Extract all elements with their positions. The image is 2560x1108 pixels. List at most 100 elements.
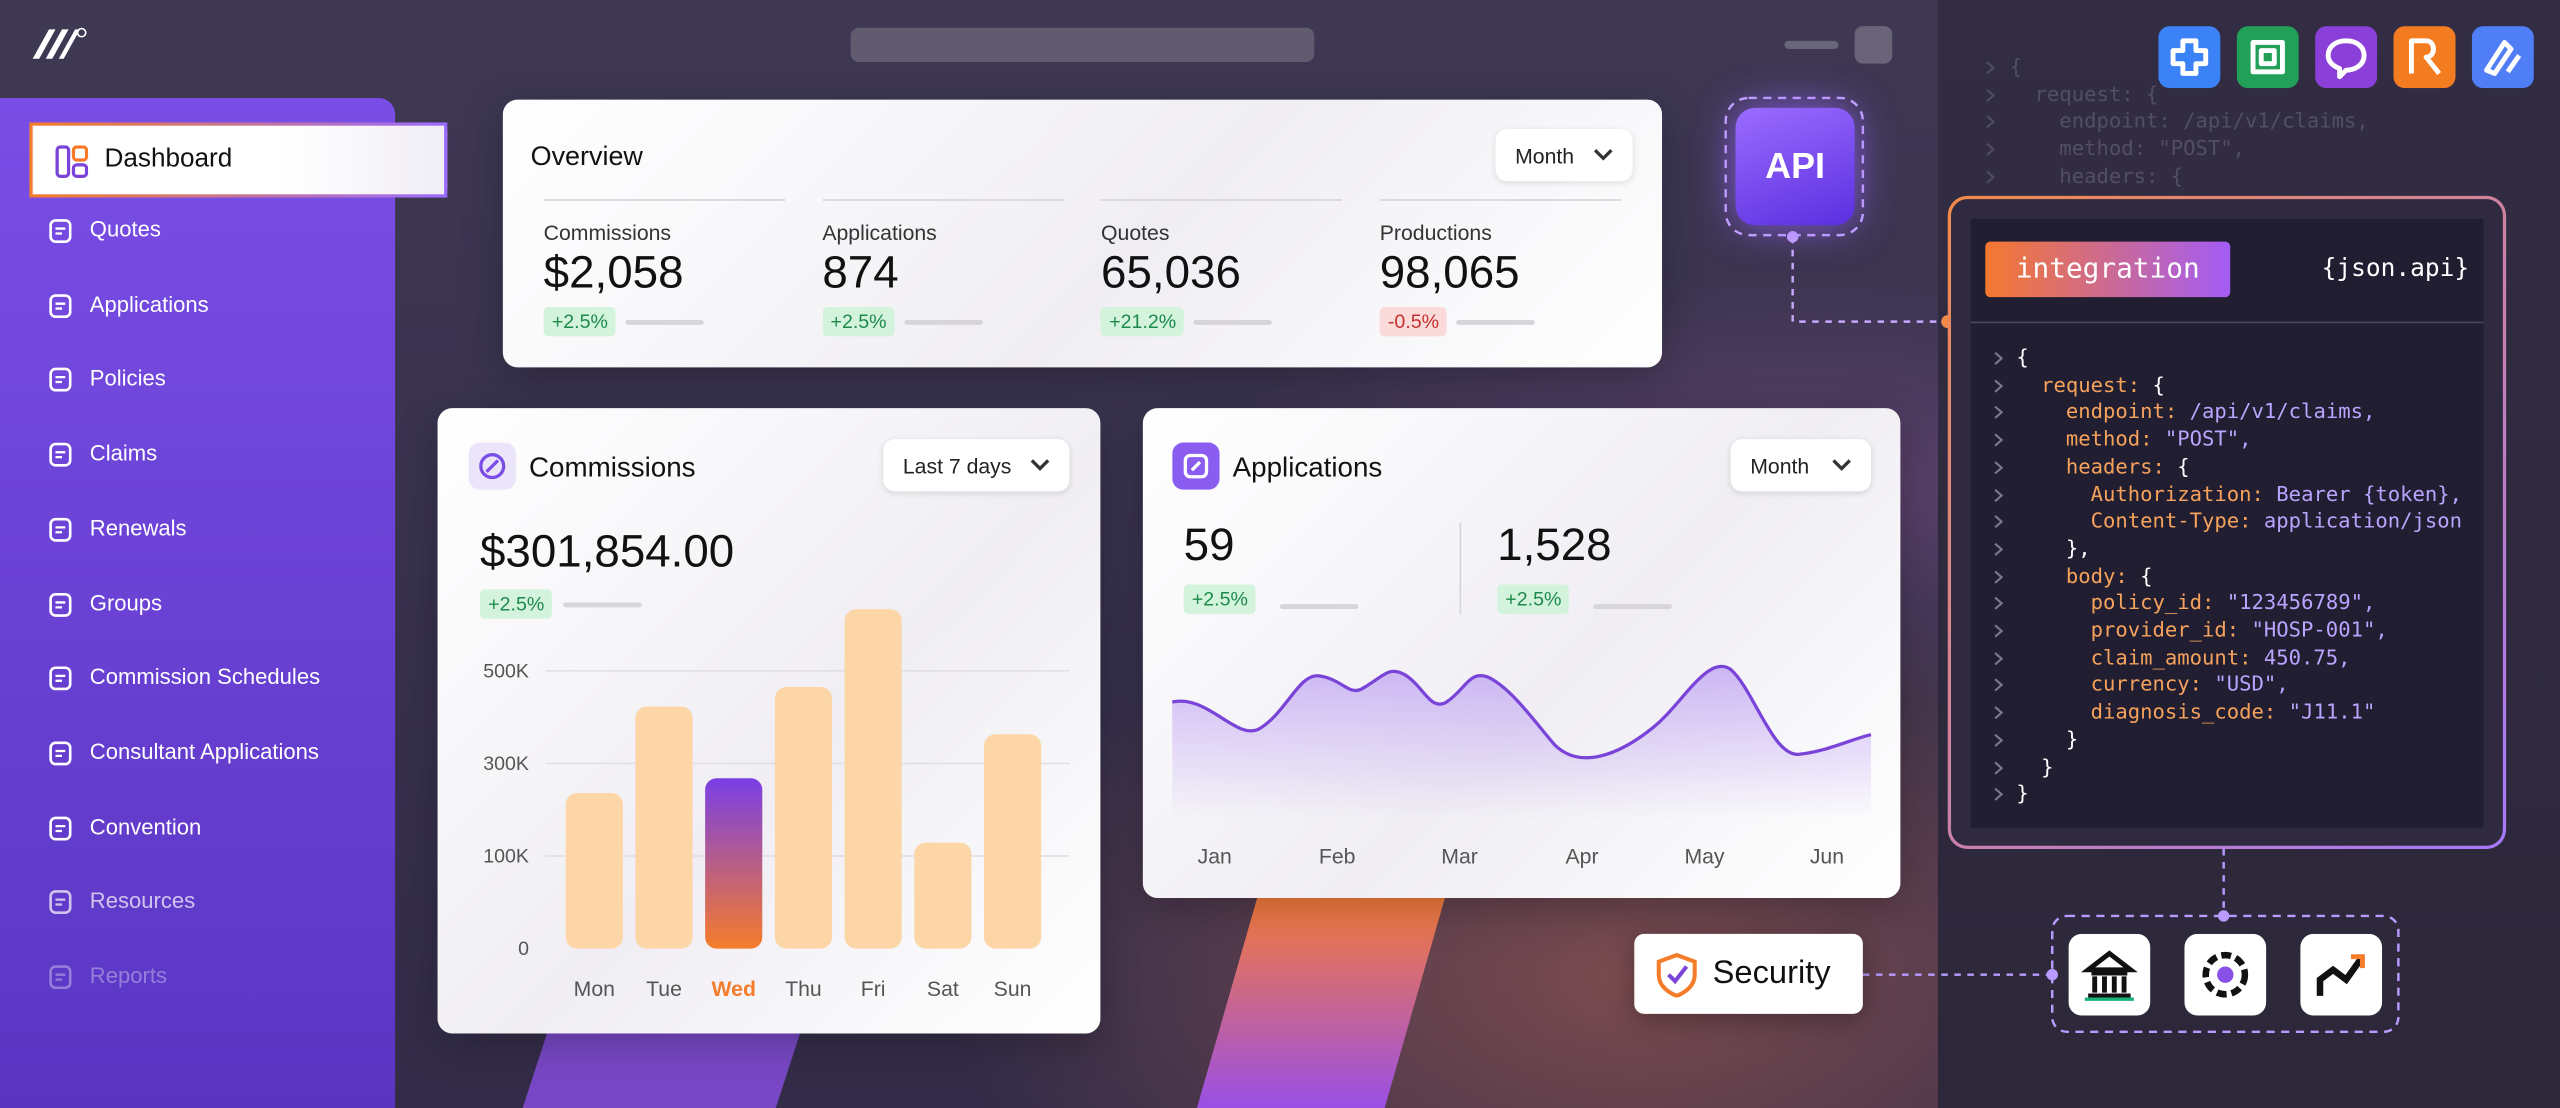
- stat-label: Productions: [1379, 220, 1492, 245]
- x-tick-label: Tue: [646, 978, 682, 1001]
- stat-label: Applications: [822, 220, 937, 245]
- chevron: [1994, 706, 2004, 720]
- code-key: diagnosis_code:: [2016, 698, 2277, 724]
- connector: [1791, 236, 1948, 323]
- chevron: [1986, 61, 1996, 75]
- dropdown-label: Month: [1750, 453, 1810, 478]
- chevron: [1994, 351, 2004, 365]
- overview-card: Overview Month Commissions $2,058 +2.5% App…: [502, 99, 1663, 368]
- search-bar: [850, 27, 1315, 63]
- x-tick-label: Wed: [712, 978, 756, 1001]
- app-glyph: [2484, 39, 2522, 76]
- code-value: "J11.1": [2276, 698, 2376, 724]
- bar-chart: 0 100K 300K 500K Mon Tue Wed Thu Fri Sat Sun: [483, 609, 1070, 1001]
- nav-item[interactable]: Applications: [39, 282, 382, 328]
- nav-item[interactable]: Resources: [39, 879, 382, 925]
- code-value: "123456789",: [2214, 589, 2376, 615]
- bar: [844, 609, 902, 949]
- chevron: [1994, 651, 2004, 665]
- nav-item[interactable]: Commission Schedules: [39, 655, 382, 701]
- tile: [2184, 933, 2267, 1016]
- chevron: [1986, 143, 1996, 157]
- chevron: [1994, 406, 2004, 420]
- nav-item[interactable]: Groups: [39, 580, 382, 626]
- fold-marker: [1994, 679, 2004, 693]
- placeholder-bar: [1456, 320, 1535, 325]
- line: [1171, 664, 1872, 760]
- nav-item[interactable]: Quotes: [39, 207, 382, 253]
- code-value: application/json: [2251, 508, 2462, 533]
- code-line: body: {: [2016, 562, 2153, 588]
- app-glyph: [2170, 38, 2209, 76]
- chevron: [1994, 379, 2004, 393]
- nav-item-active[interactable]: Dashboard: [29, 122, 448, 198]
- code-text: {: [2127, 562, 2153, 588]
- stat-value: 59: [1183, 519, 1235, 570]
- stripe: [522, 1033, 800, 1108]
- y-tick-label: 500K: [483, 660, 529, 682]
- dashed-group: [2051, 914, 2400, 1034]
- fold-marker: [1994, 624, 2004, 638]
- app-glyph: [2250, 39, 2285, 75]
- stat-value: 1,528: [1497, 519, 1612, 570]
- nav-item[interactable]: Policies: [39, 357, 382, 403]
- fold-marker: [1994, 406, 2004, 420]
- bar: [635, 706, 693, 949]
- fold-marker: [1986, 115, 1996, 129]
- y-tick-label: 100K: [483, 846, 529, 868]
- nav-label: Groups: [89, 590, 163, 615]
- icon-part: [55, 451, 66, 459]
- code-key: method:: [2016, 426, 2153, 451]
- icon-part: [49, 592, 72, 616]
- connector-dot: [2217, 910, 2230, 922]
- x-tick-label: Mon: [574, 978, 615, 1001]
- nav-item[interactable]: Renewals: [39, 506, 382, 552]
- code-key: provider_id:: [2016, 617, 2240, 642]
- code-value: "USD",: [2202, 671, 2289, 697]
- icon-part: [49, 517, 72, 542]
- divider: [1379, 199, 1622, 201]
- nav-item[interactable]: Convention: [39, 804, 382, 850]
- chevron: [1994, 542, 2004, 556]
- fold-marker: [1994, 515, 2004, 529]
- app-icon: [2315, 26, 2378, 89]
- app-icon: [2471, 26, 2534, 89]
- change-badge: +2.5%: [479, 589, 553, 619]
- dropdown[interactable]: Last 7 days: [883, 439, 1070, 492]
- code-line: claim_amount: 450.75,: [2016, 644, 2351, 668]
- x-tick-label: May: [1684, 844, 1725, 869]
- applications-card: Applications Month 59 +2.5% 1,528 +2.5% Jan…: [1142, 408, 1901, 898]
- code-line: method: "POST",: [2009, 135, 2245, 161]
- code-key: endpoint:: [2016, 399, 2178, 424]
- code-line: Authorization: Bearer {token},: [2016, 481, 2462, 505]
- code-line: {: [2009, 53, 2023, 79]
- nav-item[interactable]: Consultant Applications: [39, 730, 382, 776]
- fold-marker: [1994, 651, 2004, 665]
- code-key: currency:: [2016, 671, 2203, 697]
- chevron: [1994, 460, 2004, 474]
- nav-icon: [49, 219, 72, 243]
- nav-label: Applications: [89, 291, 209, 317]
- code-text: {: [2016, 344, 2029, 369]
- chevron: [1994, 488, 2004, 502]
- nav-item[interactable]: Claims: [39, 431, 382, 477]
- nav-item[interactable]: Reports: [39, 953, 382, 999]
- code-line: currency: "USD",: [2016, 671, 2289, 697]
- dropdown[interactable]: Month: [1730, 439, 1872, 492]
- app-icon: [2393, 26, 2456, 89]
- security-badge: Security: [1634, 933, 1863, 1014]
- dropdown[interactable]: Month: [1495, 128, 1633, 182]
- code-line: Content-Type: application/json: [2016, 508, 2462, 532]
- placeholder-bar: [563, 602, 642, 608]
- icon-part: [55, 145, 71, 178]
- icon-part: [49, 368, 72, 393]
- fold-marker: [1986, 61, 1996, 75]
- x-tick-label: Sun: [994, 978, 1032, 1001]
- tag: integration: [1985, 241, 2231, 298]
- fold-marker: [1994, 488, 2004, 502]
- change-badge: +2.5%: [822, 306, 895, 337]
- placeholder-bar: [625, 320, 704, 325]
- code-value: Bearer {token},: [2263, 480, 2463, 506]
